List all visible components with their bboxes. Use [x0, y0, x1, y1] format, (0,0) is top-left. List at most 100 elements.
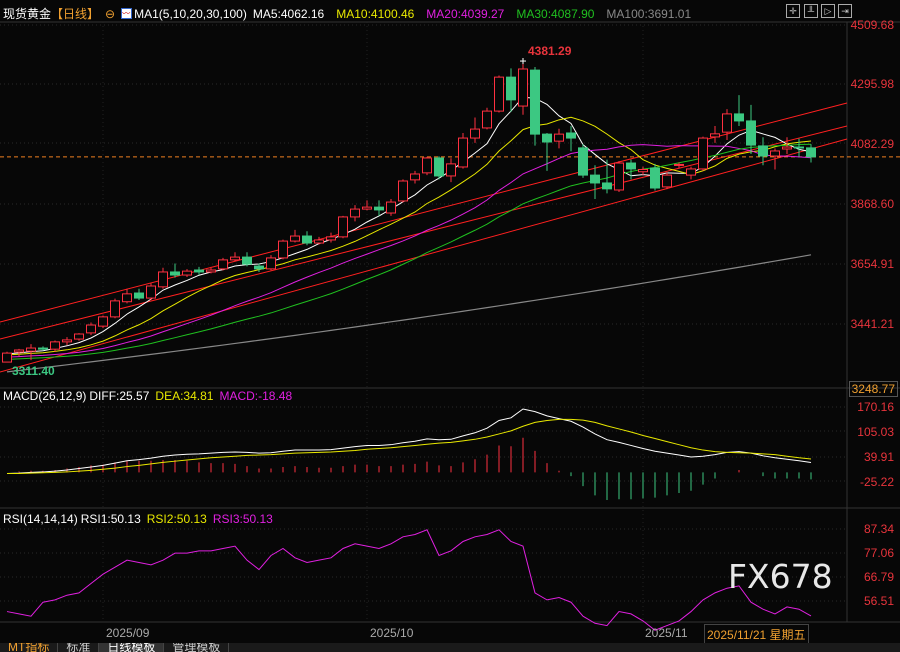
candle-body [194, 269, 204, 273]
candle-body [674, 163, 684, 166]
candle-body [38, 347, 48, 350]
candle-body [398, 180, 408, 202]
candle-body [62, 339, 72, 343]
candle-body [110, 300, 120, 318]
candle-body [326, 236, 336, 241]
candle-body [518, 68, 528, 107]
price-tick: 4509.68 [850, 18, 894, 32]
candle-body [302, 235, 312, 244]
candle-body [86, 324, 96, 334]
candle-body [662, 174, 672, 188]
high-label: 4381.29 [528, 44, 572, 58]
candle-body [758, 145, 768, 157]
candle-body [374, 206, 384, 211]
candle-body [590, 174, 600, 184]
candle-body [74, 333, 84, 340]
symbol-name: 现货黄金 [3, 7, 52, 21]
candle-body [122, 293, 132, 303]
macd-dea: DEA:34.81 [155, 389, 214, 403]
candle-body [170, 271, 180, 276]
candle-body [542, 133, 552, 143]
candle-body [494, 76, 504, 112]
candle-body [434, 157, 444, 177]
ma5-value: MA5:4062.16 [252, 6, 325, 21]
candle-body [98, 316, 108, 327]
macd-diff: DIFF:25.57 [89, 389, 150, 403]
rsi-header: RSI(14,14,14) RSI1:50.13 RSI2:50.13 RSI3… [3, 512, 273, 526]
tab-manage-template[interactable]: 管理模板 [164, 643, 230, 652]
candle-body [446, 163, 456, 177]
macd-title: MACD(26,12,9) [3, 389, 87, 403]
main-chart-header: 现货黄金 【日线】 ⊖ 〰 MA1(5,10,20,30,100) MA5:40… [3, 5, 691, 22]
price-tick-bottom: 3248.77 [848, 381, 898, 397]
price-tick: 3654.91 [850, 257, 894, 271]
candle-body [422, 157, 432, 174]
tab-indicator[interactable]: MT指标 [0, 643, 59, 652]
settings-icon[interactable]: ⊖ [105, 6, 116, 21]
macd-value: MACD:-18.48 [219, 389, 293, 403]
candle-body [602, 182, 612, 190]
ma-indicator-icon[interactable]: 〰 [121, 8, 133, 19]
crosshair-icon[interactable]: ✛ [786, 4, 800, 18]
ma10-value: MA10:4100.46 [336, 6, 415, 21]
macd-tick: 39.91 [863, 450, 894, 464]
period-label[interactable]: 【日线】 [51, 7, 100, 21]
ma20-value: MA20:4039.27 [426, 6, 505, 21]
rsi-tick: 77.06 [863, 546, 894, 560]
candle-body [338, 216, 348, 238]
candle-body [242, 256, 252, 265]
tab-daily-template[interactable]: 日线模板 [99, 643, 165, 652]
candle-body [782, 146, 792, 150]
candle-body [362, 206, 372, 210]
candle-body [146, 285, 156, 299]
candle-body [650, 167, 660, 189]
candle-body [482, 110, 492, 129]
candle-body [554, 133, 564, 142]
date-tick: 2025/11 [645, 626, 688, 640]
rsi-tick: 66.79 [863, 570, 894, 584]
date-tick: 2025/09 [106, 626, 150, 640]
exit-icon[interactable]: ⇥ [838, 4, 852, 18]
ma30-value: MA30:4087.90 [516, 6, 595, 21]
low-label: 3311.40 [12, 364, 55, 378]
ma-title: MA1(5,10,20,30,100) [134, 6, 247, 21]
cursor-date: 2025/11/21 星期五 [704, 624, 809, 645]
candle-body [386, 201, 396, 214]
candle-body [206, 269, 216, 273]
candle-body [134, 292, 144, 299]
candle-body [314, 239, 324, 244]
macd-header: MACD(26,12,9) DIFF:25.57 DEA:34.81 MACD:… [3, 389, 292, 403]
candle-body [2, 352, 12, 363]
macd-diff-line [6, 408, 812, 474]
macd-tick: -25.22 [859, 475, 894, 489]
price-tick: 4082.29 [850, 137, 894, 151]
candle-body [626, 162, 636, 170]
date-tick: 2025/10 [370, 626, 414, 640]
ma20-line [6, 144, 812, 358]
candle-body [230, 256, 240, 261]
candle-body [710, 133, 720, 138]
candle-body [722, 113, 732, 133]
watermark-logo: FX678 [728, 557, 833, 596]
candle-body [638, 168, 648, 173]
candle-body [686, 168, 696, 176]
tab-standard[interactable]: 标准 [58, 643, 100, 652]
rsi1-value: RSI1:50.13 [80, 512, 141, 526]
candle-body [218, 259, 228, 270]
rsi-tick: 87.34 [863, 522, 894, 536]
ma5-line [6, 96, 812, 355]
candle-body [470, 128, 480, 139]
candle-body [278, 240, 288, 259]
candle-body [770, 150, 780, 157]
rsi-tick: 56.51 [863, 594, 894, 608]
chart-icon[interactable]: ╨ [804, 4, 818, 18]
candle-body [698, 137, 708, 170]
play-icon[interactable]: ▷ [821, 4, 835, 18]
candle-body [746, 120, 756, 146]
macd-dea-line [7, 418, 812, 474]
candle-body [290, 235, 300, 242]
candle-body [614, 162, 624, 191]
rsi2-value: RSI2:50.13 [146, 512, 207, 526]
price-tick: 3868.60 [850, 197, 894, 211]
